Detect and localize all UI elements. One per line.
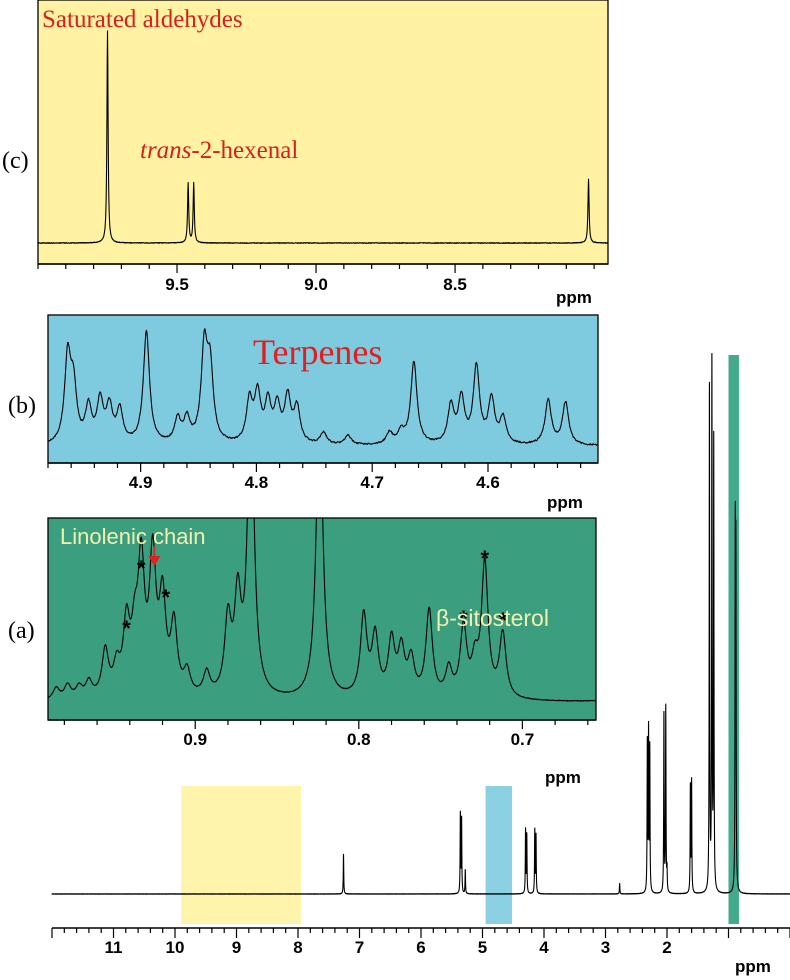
tick-label: 11 — [105, 938, 123, 957]
tick-label: 4.6 — [476, 473, 500, 492]
tick-label: 6 — [416, 938, 425, 957]
tick-label: 4 — [539, 938, 549, 957]
panel-c-x-unit: ppm — [556, 288, 592, 307]
tick-label: 8.5 — [443, 275, 467, 294]
star-mark: * — [498, 608, 507, 633]
tick-label: 0.7 — [511, 730, 535, 749]
tick-label: 8 — [293, 938, 302, 957]
annotation-beta-sitosterol: β-sitosterol — [436, 605, 549, 631]
annotation-terpenes: Terpenes — [253, 332, 382, 372]
tick-label: 2 — [662, 938, 671, 957]
tick-label: 9 — [232, 938, 241, 957]
panel-b-label: (b) — [8, 393, 36, 419]
panel-c-background — [37, 0, 609, 265]
panel-b-trace — [47, 328, 599, 446]
star-mark: * — [480, 546, 489, 571]
highlight-region — [728, 355, 739, 924]
tick-label: 3 — [601, 938, 610, 957]
tick-label: 5 — [478, 938, 487, 957]
main-spectrum: 11 10 9 8 7 6 5 4 3 2 ppm — [51, 352, 790, 976]
tick-label: 0.9 — [183, 730, 207, 749]
star-mark: * — [459, 606, 468, 631]
annotation-trans-2-hexenal: trans-2-hexenal — [140, 137, 298, 164]
tick-label: 4.9 — [129, 473, 153, 492]
annotation-linolenic-chain: Linolenic chain — [60, 524, 206, 549]
panel-b: Terpenes 4.9 4.8 4.7 4.6 ppm (b) — [8, 314, 599, 512]
highlight-regions — [181, 355, 739, 924]
highlight-region — [485, 786, 513, 924]
panel-b-x-unit: ppm — [547, 493, 583, 512]
panel-c-x-ticks: 9.5 9.0 8.5 — [37, 264, 595, 294]
tick-label: 9.0 — [304, 275, 328, 294]
panel-b-x-ticks: 4.9 4.8 4.7 4.6 — [47, 463, 582, 492]
panel-a-stars: * * * * * * — [122, 546, 507, 641]
tick-label: 9.5 — [165, 275, 189, 294]
panel-a: ****** Linolenic chain β-sitosterol 0.9 0… — [8, 517, 597, 787]
annotation-hexenal-rest: -2-hexenal — [191, 137, 298, 164]
annotation-trans-italic: trans — [140, 137, 191, 164]
panel-a-label: (a) — [8, 618, 35, 644]
tick-label: 0.8 — [347, 730, 371, 749]
tick-label: 10 — [166, 938, 185, 957]
panel-a-x-unit: ppm — [545, 768, 581, 787]
panel-a-arrow — [148, 546, 161, 566]
main-x-ticks: 11 10 9 8 7 6 5 4 3 2 — [51, 928, 790, 957]
star-mark: * — [161, 585, 170, 610]
tick-label: 4.7 — [360, 473, 384, 492]
star-mark: * — [122, 616, 131, 641]
panel-c: Saturated aldehydes trans-2-hexenal 9.5 9… — [2, 0, 609, 307]
panel-c-label: (c) — [2, 148, 29, 174]
panel-a-x-ticks: 0.9 0.8 0.7 — [63, 720, 589, 749]
panel-b-background — [47, 314, 599, 464]
highlight-region — [181, 786, 302, 924]
star-mark: * — [137, 556, 146, 581]
panel-a-trace — [48, 518, 596, 702]
tick-label: 7 — [355, 938, 364, 957]
tick-label: 4.8 — [245, 473, 269, 492]
annotation-saturated-aldehydes: Saturated aldehydes — [42, 6, 243, 33]
main-x-unit: ppm — [735, 957, 771, 976]
panel-c-trace — [37, 30, 609, 244]
main-spectrum-trace — [51, 352, 790, 895]
